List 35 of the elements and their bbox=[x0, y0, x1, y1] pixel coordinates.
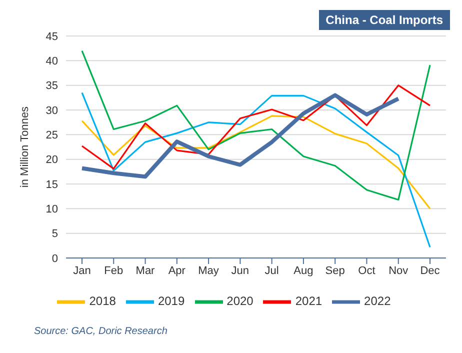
y-tick-label: 35 bbox=[46, 80, 58, 92]
source-note: Source: GAC, Doric Research bbox=[34, 326, 168, 337]
x-tick-label: May bbox=[198, 264, 220, 277]
line-series bbox=[81, 50, 431, 201]
x-tick-label: Aug bbox=[294, 264, 314, 277]
legend-label: 2022 bbox=[364, 294, 391, 308]
y-tick-label: 0 bbox=[52, 252, 58, 265]
x-tick-label: Jul bbox=[264, 264, 279, 277]
y-tick-label: 40 bbox=[46, 56, 58, 68]
line-series bbox=[81, 92, 431, 248]
line-series bbox=[81, 115, 431, 210]
y-tick-label: 30 bbox=[46, 104, 58, 117]
x-tick-label: Jun bbox=[231, 264, 250, 277]
x-tick-label: Jan bbox=[73, 264, 91, 277]
x-tick-label: Feb bbox=[104, 264, 124, 277]
y-axis-title: in Million Tonnes bbox=[18, 106, 31, 188]
x-tick-label: Sep bbox=[325, 264, 345, 277]
y-tick-label: 10 bbox=[46, 204, 58, 216]
y-tick-label: 45 bbox=[46, 30, 58, 43]
x-tick-label: Nov bbox=[388, 264, 409, 277]
legend-label: 2019 bbox=[158, 294, 185, 308]
legend-label: 2018 bbox=[89, 294, 116, 308]
y-tick-label: 5 bbox=[52, 228, 58, 240]
x-tick-label: Oct bbox=[358, 264, 376, 277]
legend-label: 2021 bbox=[295, 294, 322, 308]
y-tick-label: 20 bbox=[46, 154, 58, 166]
line-series bbox=[81, 84, 431, 170]
chart-title: China - Coal Imports bbox=[318, 10, 450, 30]
y-tick-label: 15 bbox=[46, 178, 58, 191]
y-tick-label: 25 bbox=[46, 130, 58, 142]
line-series bbox=[80, 93, 400, 179]
x-tick-label: Mar bbox=[136, 264, 156, 277]
legend-label: 2020 bbox=[226, 294, 254, 308]
x-tick-label: Apr bbox=[168, 264, 186, 277]
x-tick-label: Dec bbox=[420, 264, 440, 277]
